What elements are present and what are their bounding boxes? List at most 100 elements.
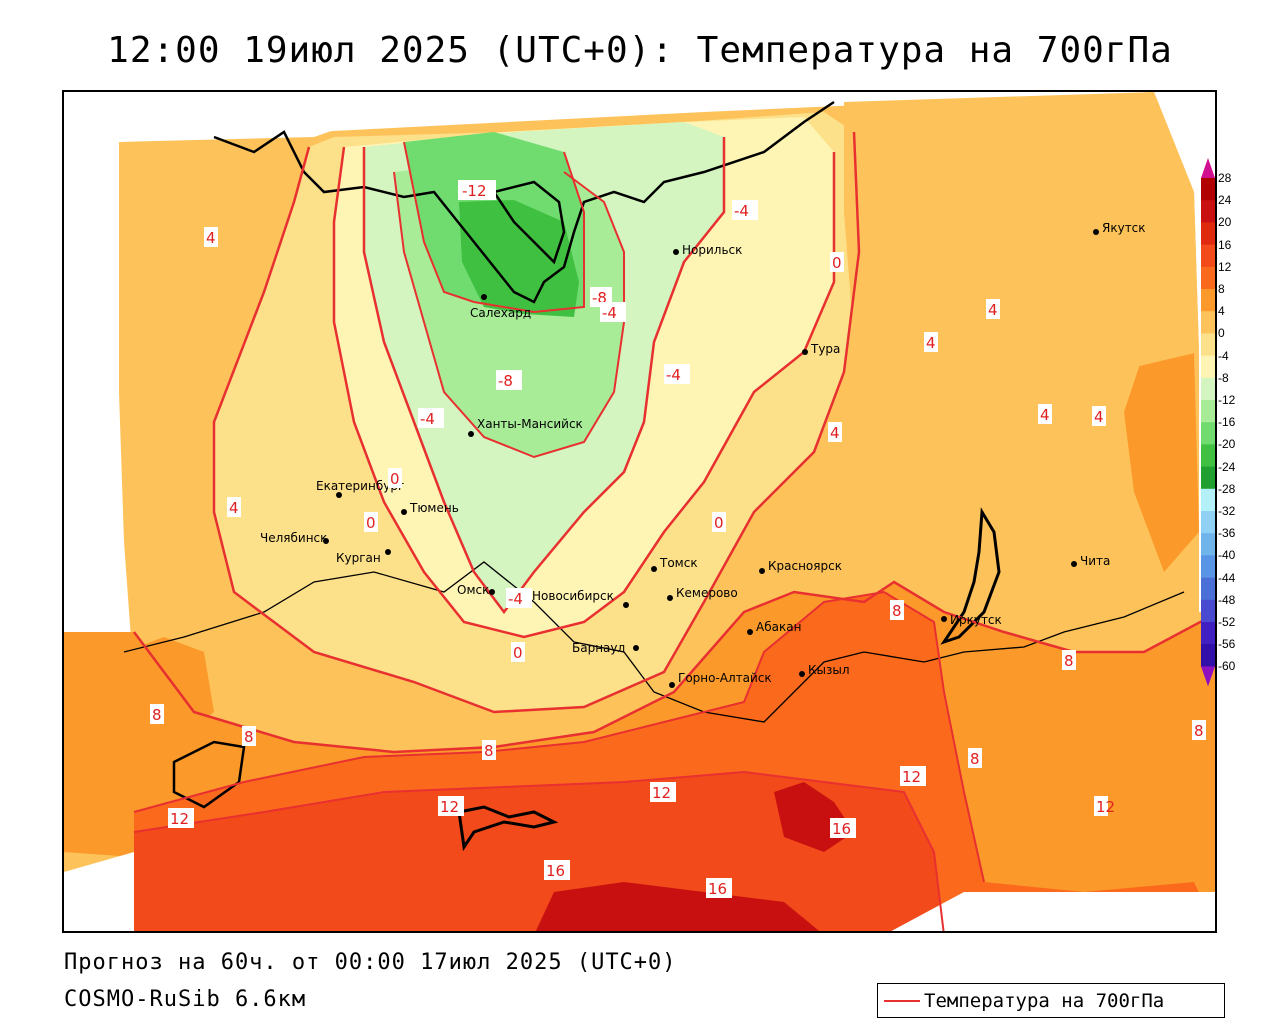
colorbar-tick-label: -48 [1218, 592, 1236, 607]
isoline-label: 12 [902, 768, 921, 786]
isoline-label: 4 [926, 334, 936, 352]
isoline-label: 0 [390, 470, 400, 488]
colorbar-swatch [1201, 200, 1215, 223]
city-label: Курган [336, 551, 381, 565]
isoline-minus4 [362, 137, 726, 615]
temperature-map: Якутск Норильск Салехард Тура Ханты-Манс… [62, 90, 1217, 933]
colorbar-swatch [1201, 422, 1215, 445]
colorbar-swatch [1201, 178, 1215, 201]
isoline-label: 8 [1064, 652, 1074, 670]
colorbar-swatch [1201, 266, 1215, 290]
colorbar-swatch [1201, 644, 1215, 667]
city-label: Салехард [470, 306, 531, 320]
legend-label: Температура на 700гПа [924, 990, 1165, 1012]
colorbar-tick-label: 4 [1218, 304, 1225, 319]
isoline-labels: -12 -4 -8 -4 4 4 0 4 4 4 4 4 -8 -4 0 -4 … [150, 180, 1206, 898]
field-8-12-northeast [844, 92, 1199, 392]
city-label: Новосибирск [532, 589, 614, 603]
colorbar-swatch [1201, 377, 1215, 401]
colorbar-swatch [1201, 444, 1215, 468]
isoline-label: -8 [498, 372, 513, 390]
isoline-label: -4 [420, 410, 435, 428]
colorbar-tick-label: 16 [1218, 237, 1232, 252]
colorbar-tick-label: -60 [1218, 659, 1236, 674]
isoline-12 [133, 590, 985, 883]
city-label: Челябинск [260, 531, 327, 545]
isoline-label: 8 [244, 728, 254, 746]
isoline-label: 12 [440, 798, 459, 816]
isoline-label: -12 [462, 182, 487, 200]
colorbar-swatch [1201, 577, 1215, 601]
colorbar-tick-label: -56 [1218, 637, 1236, 652]
forecast-info: Прогноз на 60ч. от 00:00 17июл 2025 (UTC… [64, 950, 677, 975]
city-label: Барнаул [572, 641, 625, 655]
field-8-12-west [124, 637, 214, 742]
isoline-label: 0 [714, 514, 724, 532]
colorbar-tick-label: -8 [1218, 370, 1229, 385]
city-label: Горно-Алтайск [678, 671, 772, 685]
colorbar-swatch [1201, 311, 1215, 334]
legend-line-swatch [884, 1000, 920, 1002]
city-label: Екатеринбург [316, 479, 404, 493]
colorbar: 28 24 20 16 12 8 4 0 -4 -8 -12 -16 -20 -24 -28 -32 -36 -4… [1200, 158, 1280, 693]
colorbar-tick-label: -4 [1218, 348, 1229, 363]
colorbar-swatch [1201, 333, 1215, 357]
colorbar-tick-label: -12 [1218, 393, 1236, 407]
colorbar-tick-label: 28 [1218, 171, 1232, 185]
legend: Температура на 700гПа [877, 983, 1225, 1018]
isoline-label: 4 [1040, 406, 1050, 424]
colorbar-tick-label: -44 [1218, 570, 1236, 585]
colorbar-tick-label: 12 [1218, 259, 1232, 274]
city-label: Норильск [682, 243, 742, 257]
isoline-label: 8 [152, 706, 162, 724]
isoline-label: -4 [508, 590, 523, 608]
city-label: Кызыл [808, 663, 850, 677]
city-label: Красноярск [768, 559, 842, 573]
isoline-4 [212, 131, 861, 714]
west-lake-outline [172, 740, 246, 809]
city-label: Чита [1080, 554, 1110, 568]
colorbar-tick-label: 24 [1218, 193, 1232, 208]
colorbar-tick-label: -16 [1218, 415, 1236, 430]
isoline-8 [133, 580, 1215, 754]
field-minus20-minus16 [459, 200, 579, 317]
national-border [123, 561, 1185, 723]
isoline-label: 4 [229, 499, 239, 517]
colorbar-swatch [1201, 222, 1215, 246]
isoline-label: 12 [1096, 798, 1115, 816]
isoline-label: 8 [484, 742, 494, 760]
isoline-label: 4 [206, 229, 216, 247]
isoline-label: 8 [1194, 722, 1204, 740]
isoline-label: 8 [892, 602, 902, 620]
isoline-label: 16 [708, 880, 727, 898]
balkhash-outline [457, 805, 559, 852]
field-16-20 [134, 772, 944, 931]
city-markers: Якутск Норильск Салехард Тура Ханты-Манс… [260, 221, 1146, 688]
colorbar-scale [1201, 158, 1215, 687]
colorbar-tick-label: -52 [1218, 615, 1236, 629]
field-8-12-east [1124, 352, 1199, 572]
colorbar-bottom-arrow [1201, 666, 1215, 687]
city-label: Тура [810, 342, 840, 356]
isoline-label: -4 [602, 304, 617, 322]
isoline-label: 12 [170, 810, 189, 828]
colorbar-top-arrow [1201, 158, 1215, 178]
isoline-label: 0 [832, 254, 842, 272]
isoline-label: -4 [666, 366, 681, 384]
city-label: Абакан [756, 620, 801, 634]
model-name: COSMO-RuSib 6.6км [64, 987, 307, 1012]
colorbar-tick-label: -24 [1218, 459, 1236, 474]
city-label: Ханты-Мансийск [477, 417, 583, 431]
colorbar-tick-label: 20 [1218, 215, 1232, 230]
map-canvas: Якутск Норильск Салехард Тура Ханты-Манс… [64, 92, 1215, 931]
colorbar-tick-label: -32 [1218, 504, 1236, 518]
coastline [213, 100, 835, 304]
colorbar-tick-label: -20 [1218, 437, 1236, 452]
isoline-label: 8 [970, 750, 980, 768]
isoline-label: 16 [546, 862, 565, 880]
field-20-24-patch-a [535, 882, 820, 931]
colorbar-tick-label: 8 [1218, 282, 1225, 296]
colorbar-swatch [1201, 488, 1215, 512]
map-title: 12:00 19июл 2025 (UTC+0): Температура на… [107, 30, 1173, 71]
isoline-0 [332, 146, 836, 639]
